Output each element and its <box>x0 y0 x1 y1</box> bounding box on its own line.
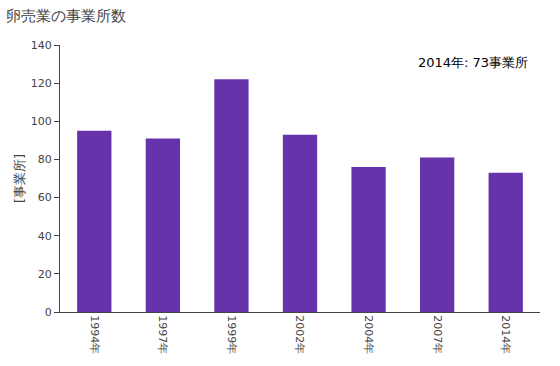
svg-text:1999年: 1999年 <box>225 315 238 354</box>
svg-text:0: 0 <box>45 306 52 319</box>
svg-text:[事業所]: [事業所] <box>12 154 27 203</box>
svg-text:120: 120 <box>31 77 52 90</box>
svg-text:2004年: 2004年 <box>362 315 375 354</box>
svg-text:60: 60 <box>38 191 52 204</box>
svg-text:2014年: 73事業所: 2014年: 73事業所 <box>418 55 528 70</box>
svg-text:140: 140 <box>31 39 52 52</box>
svg-text:2002年: 2002年 <box>293 315 306 354</box>
svg-text:1997年: 1997年 <box>156 315 169 354</box>
svg-text:80: 80 <box>38 153 52 166</box>
svg-text:20: 20 <box>38 268 52 281</box>
svg-text:40: 40 <box>38 230 52 243</box>
svg-text:卵売業の事業所数: 卵売業の事業所数 <box>6 7 126 25</box>
svg-text:100: 100 <box>31 115 52 128</box>
svg-text:1994年: 1994年 <box>88 315 101 354</box>
svg-text:2007年: 2007年 <box>431 315 444 354</box>
svg-text:2014年: 2014年 <box>499 315 512 354</box>
